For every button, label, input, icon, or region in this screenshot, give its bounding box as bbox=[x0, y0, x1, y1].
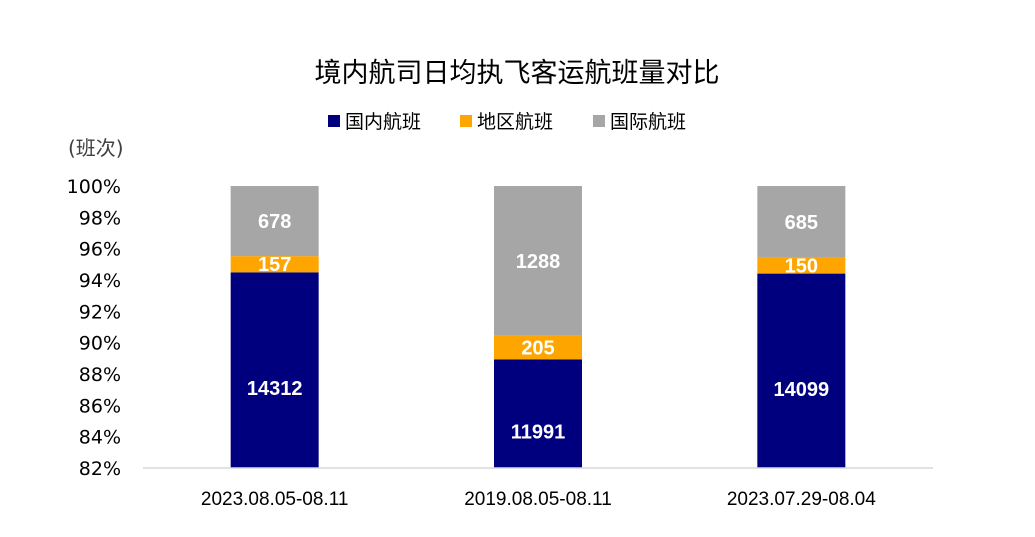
chart-title: 境内航司日均执飞客运航班量对比 bbox=[315, 58, 720, 89]
y-tick-label: 92% bbox=[79, 301, 121, 323]
y-tick-label: 88% bbox=[79, 364, 121, 386]
legend-swatch bbox=[328, 115, 340, 127]
data-label: 11991 bbox=[511, 422, 566, 444]
y-tick-label: 96% bbox=[79, 239, 121, 261]
y-axis: 82% 84% 86% 88% 90% 92% 94% 96% 98% 100% bbox=[67, 176, 121, 480]
bar-segment bbox=[494, 359, 582, 468]
x-axis: 2023.08.05-08.11 2019.08.05-08.11 2023.07.… bbox=[201, 489, 876, 510]
y-tick-label: 82% bbox=[79, 458, 121, 480]
legend-swatch bbox=[593, 115, 605, 127]
data-label: 157 bbox=[258, 254, 291, 276]
data-label: 205 bbox=[521, 338, 554, 360]
y-tick-label: 86% bbox=[79, 395, 121, 417]
bar-segment bbox=[494, 186, 582, 336]
legend-label: 国际航班 bbox=[610, 111, 686, 133]
bar-segment bbox=[757, 186, 846, 258]
y-axis-unit-label: (班次) bbox=[68, 136, 124, 160]
legend-label: 地区航班 bbox=[477, 111, 553, 133]
data-label: 14099 bbox=[774, 379, 830, 401]
bar-segment bbox=[230, 272, 319, 468]
y-tick-label: 100% bbox=[67, 176, 121, 198]
bar-segment bbox=[757, 273, 846, 468]
data-label: 150 bbox=[785, 256, 818, 278]
data-label: 1288 bbox=[516, 251, 561, 273]
legend-label: 国内航班 bbox=[345, 111, 421, 133]
legend: 国内航班 地区航班 国际航班 bbox=[328, 111, 686, 133]
y-tick-label: 84% bbox=[79, 427, 121, 449]
y-tick-label: 98% bbox=[79, 207, 121, 229]
y-tick-label: 94% bbox=[79, 270, 121, 292]
data-label: 678 bbox=[258, 211, 291, 233]
data-label: 14312 bbox=[247, 378, 303, 400]
x-tick-label: 2019.08.05-08.11 bbox=[464, 489, 612, 510]
bar-segment bbox=[230, 186, 319, 257]
data-label: 685 bbox=[785, 212, 818, 234]
y-tick-label: 90% bbox=[79, 333, 121, 355]
bar-segment bbox=[757, 257, 846, 274]
bars: 14312 157 678 11991 205 1288 14099 150 685 bbox=[230, 186, 846, 468]
x-tick-label: 2023.07.29-08.04 bbox=[727, 489, 876, 510]
legend-swatch bbox=[460, 115, 472, 127]
bar-segment bbox=[494, 335, 582, 360]
bar-segment bbox=[230, 256, 319, 273]
x-tick-label: 2023.08.05-08.11 bbox=[201, 489, 349, 510]
